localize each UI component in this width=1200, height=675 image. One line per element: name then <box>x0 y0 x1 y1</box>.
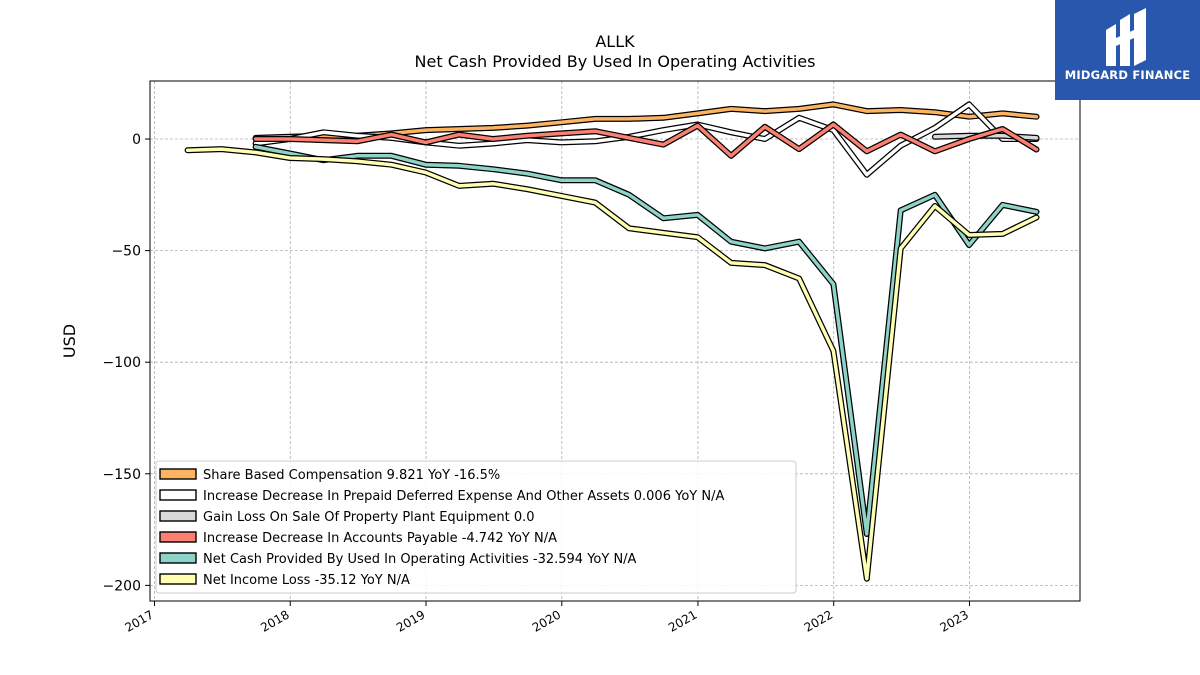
series-4 <box>252 143 1040 537</box>
y-axis-label: USD <box>60 324 79 358</box>
x-tick-label: 2021 <box>666 607 699 634</box>
x-tick-label: 2019 <box>394 607 427 634</box>
legend-swatch <box>159 573 197 585</box>
y-tick-label: −150 <box>103 467 141 483</box>
legend-swatch <box>159 531 197 543</box>
y-tick-label: 0 <box>132 132 141 148</box>
x-tick-label: 2020 <box>530 607 563 634</box>
plot-frame <box>149 80 1081 602</box>
y-tick-label: −100 <box>103 355 141 371</box>
legend-label: Increase Decrease In Prepaid Deferred Ex… <box>203 489 724 504</box>
series-line <box>185 147 1039 581</box>
x-tick-label: 2022 <box>802 607 835 634</box>
legend-label: Net Cash Provided By Used In Operating A… <box>203 552 637 567</box>
legend-box <box>155 460 797 594</box>
x-tick-label: 2023 <box>938 607 971 634</box>
legend-swatch <box>159 510 197 522</box>
legend-label: Net Income Loss -35.12 YoY N/A <box>203 573 410 588</box>
series-3 <box>252 121 1040 159</box>
series-5 <box>184 146 1040 582</box>
y-tick-label: −50 <box>111 244 141 260</box>
midgard-finance-logo: MIDGARD FINANCE <box>1055 0 1200 100</box>
logo-text: MIDGARD FINANCE <box>1064 68 1191 82</box>
legend-swatch <box>159 552 197 564</box>
legend-label: Share Based Compensation 9.821 YoY -16.5… <box>203 468 500 483</box>
chart-subtitle: Net Cash Provided By Used In Operating A… <box>414 52 816 71</box>
x-tick-label: 2018 <box>258 607 291 634</box>
legend-label: Increase Decrease In Accounts Payable -4… <box>203 531 557 546</box>
series-lines <box>184 101 1040 582</box>
legend-swatch <box>159 489 197 501</box>
legend-label: Gain Loss On Sale Of Property Plant Equi… <box>203 510 535 525</box>
x-tick-label: 2017 <box>123 607 156 634</box>
legend: Share Based Compensation 9.821 YoY -16.5… <box>155 460 797 594</box>
series-line <box>253 122 1039 158</box>
y-tick-label: −200 <box>103 578 141 594</box>
chart-title: ALLK <box>595 32 635 51</box>
legend-swatch <box>159 468 197 480</box>
series-line <box>253 145 1039 536</box>
midgard-logo-icon <box>1106 8 1146 66</box>
